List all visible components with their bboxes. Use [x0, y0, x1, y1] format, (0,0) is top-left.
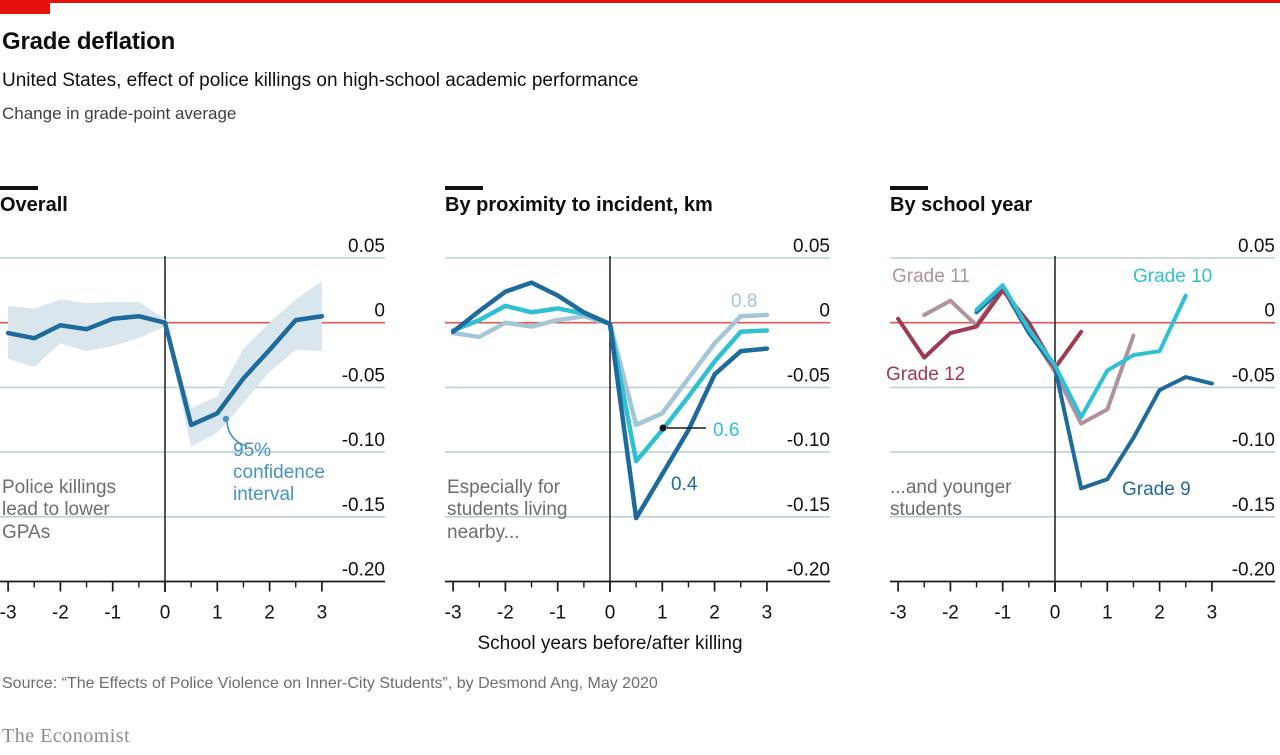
label-leader-dot: [659, 424, 667, 432]
panel-overall-tab: [0, 186, 38, 190]
economist-brand: The Economist: [2, 725, 131, 747]
panel-overall-title: Overall: [0, 194, 68, 216]
series-label-grade-11: Grade 11: [892, 266, 970, 287]
x-tick-label: 3: [1207, 603, 1218, 624]
y-tick-label: 0: [374, 301, 385, 322]
series-label-grade-12: Grade 12: [886, 364, 965, 385]
y-tick-label: -0.10: [342, 430, 385, 451]
y-tick-label: -0.20: [342, 560, 385, 581]
x-tick-label: 2: [1154, 603, 1165, 624]
series-label-grade-10: Grade 10: [1133, 266, 1212, 287]
x-tick-label: 2: [264, 603, 275, 624]
x-tick-label: -1: [104, 603, 121, 624]
panel-proximity-title: By proximity to incident, km: [445, 194, 713, 216]
series-label-0-6: 0.6: [713, 420, 739, 441]
y-tick-label: -0.15: [1232, 495, 1275, 516]
series-line-grade-11: [922, 285, 1136, 426]
source-note: Source: “The Effects of Police Violence …: [2, 675, 658, 692]
series-line-0-4: [450, 280, 770, 521]
x-tick-label: 1: [1102, 603, 1113, 624]
y-tick-label: -0.15: [342, 495, 385, 516]
page-title: Grade deflation: [2, 28, 176, 55]
y-tick-label: -0.10: [787, 430, 830, 451]
series-line-grade-10: [974, 283, 1188, 420]
x-tick-label: 0: [1050, 603, 1061, 624]
economist-red-tab: [0, 0, 50, 14]
y-tick-label: -0.05: [787, 365, 830, 386]
top-red-rule: [0, 0, 1280, 3]
y-tick-label: 0.05: [793, 236, 830, 257]
panel-schoolyear-title: By school year: [890, 194, 1033, 216]
x-tick-label: -2: [497, 603, 514, 624]
y-tick-label: -0.05: [1232, 365, 1275, 386]
x-tick-label: -3: [890, 603, 907, 624]
ci-callout-curve: [226, 421, 248, 447]
page-subtitle: United States, effect of police killings…: [2, 70, 639, 91]
x-tick-label: -1: [549, 603, 566, 624]
y-tick-label: 0: [1264, 301, 1275, 322]
x-tick-label: 1: [212, 603, 223, 624]
x-tick-label: 0: [605, 603, 616, 624]
x-tick-label: -3: [0, 603, 17, 624]
x-tick-label: 3: [317, 603, 328, 624]
x-tick-label: 2: [709, 603, 720, 624]
y-tick-label: -0.20: [1232, 560, 1275, 581]
annotation-proximity: Especially for students living nearby...: [447, 477, 568, 543]
ci-callout-dot: [222, 415, 230, 423]
annotation-schoolyear: ...and younger students: [890, 477, 1012, 521]
panel-proximity-tab: [445, 186, 483, 190]
y-tick-label: 0.05: [1238, 236, 1275, 257]
y-tick-label: 0.05: [348, 236, 385, 257]
series-label-grade-9: Grade 9: [1122, 479, 1191, 500]
x-tick-label: 1: [657, 603, 668, 624]
x-tick-label: -2: [52, 603, 69, 624]
x-axis-caption: School years before/after killing: [477, 633, 743, 654]
confidence-band: [8, 281, 322, 447]
unit-label: Change in grade-point average: [2, 104, 237, 123]
annotation-overall: Police killings lead to lower GPAs: [2, 477, 117, 543]
confidence-interval-label: 95% confidence interval: [233, 440, 325, 506]
y-tick-label: -0.05: [342, 365, 385, 386]
series-line-overall-effect: [5, 313, 325, 428]
x-tick-label: 0: [160, 603, 171, 624]
x-tick-label: 3: [762, 603, 773, 624]
y-tick-label: -0.20: [787, 560, 830, 581]
y-tick-label: -0.15: [787, 495, 830, 516]
series-label-0-8: 0.8: [731, 291, 757, 312]
series-label-0-4: 0.4: [671, 474, 698, 495]
x-tick-label: -2: [942, 603, 959, 624]
x-tick-label: -3: [445, 603, 462, 624]
x-tick-label: -1: [994, 603, 1011, 624]
panel-schoolyear-tab: [890, 186, 928, 190]
y-tick-label: 0: [819, 301, 830, 322]
y-tick-label: -0.10: [1232, 430, 1275, 451]
